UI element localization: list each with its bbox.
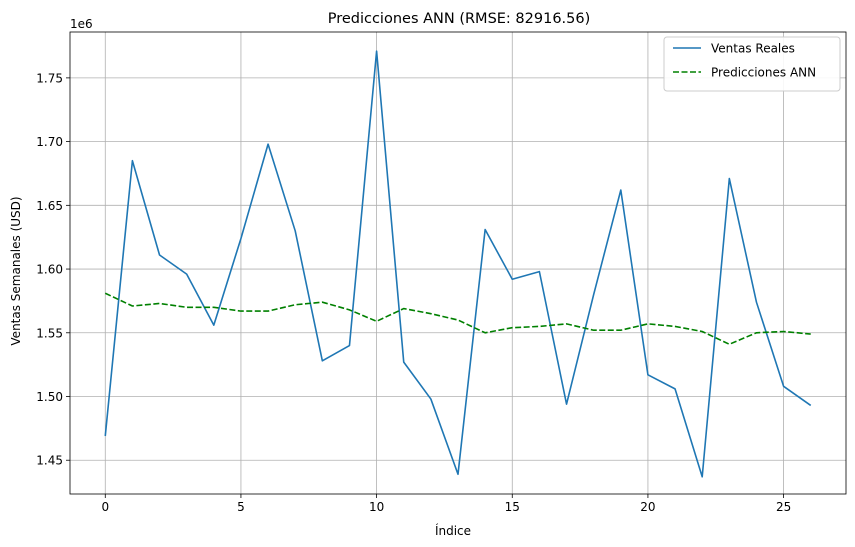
series-line-predicciones-ann xyxy=(104,292,811,346)
x-axis-ticks: 0 5 10 15 20 25 xyxy=(101,494,791,514)
y-tick-label: 1.75 xyxy=(36,71,63,85)
legend-label-predicciones-ann: Predicciones ANN xyxy=(711,66,816,80)
chart-title: Predicciones ANN (RMSE: 82916.56) xyxy=(328,11,591,27)
x-tick-label: 5 xyxy=(237,500,245,514)
grid xyxy=(70,32,846,494)
y-tick-label: 1.70 xyxy=(36,135,63,149)
x-tick-label: 10 xyxy=(369,500,384,514)
series-line-ventas-reales xyxy=(104,50,812,478)
x-tick-label: 20 xyxy=(640,500,655,514)
y-axis-ticks: 1.45 1.50 1.55 1.60 1.65 1.70 1.75 xyxy=(36,71,70,468)
y-tick-label: 1.55 xyxy=(36,326,63,340)
x-tick-label: 0 xyxy=(101,500,109,514)
x-axis-label: Índice xyxy=(435,523,471,538)
plot-frame xyxy=(69,31,847,495)
y-tick-label: 1.65 xyxy=(36,199,63,213)
y-tick-label: 1.60 xyxy=(36,263,63,277)
y-axis-offset-label: 1e6 xyxy=(70,17,93,31)
legend-box xyxy=(663,36,841,92)
y-tick-label: 1.50 xyxy=(36,390,63,404)
legend-label-ventas-reales: Ventas Reales xyxy=(711,42,795,56)
x-tick-label: 15 xyxy=(505,500,520,514)
series-layer xyxy=(104,50,812,478)
y-tick-label: 1.45 xyxy=(36,454,63,468)
x-tick-label: 25 xyxy=(776,500,791,514)
legend: Ventas Reales Predicciones ANN xyxy=(663,36,841,92)
y-axis-label: Ventas Semanales (USD) xyxy=(9,196,23,345)
